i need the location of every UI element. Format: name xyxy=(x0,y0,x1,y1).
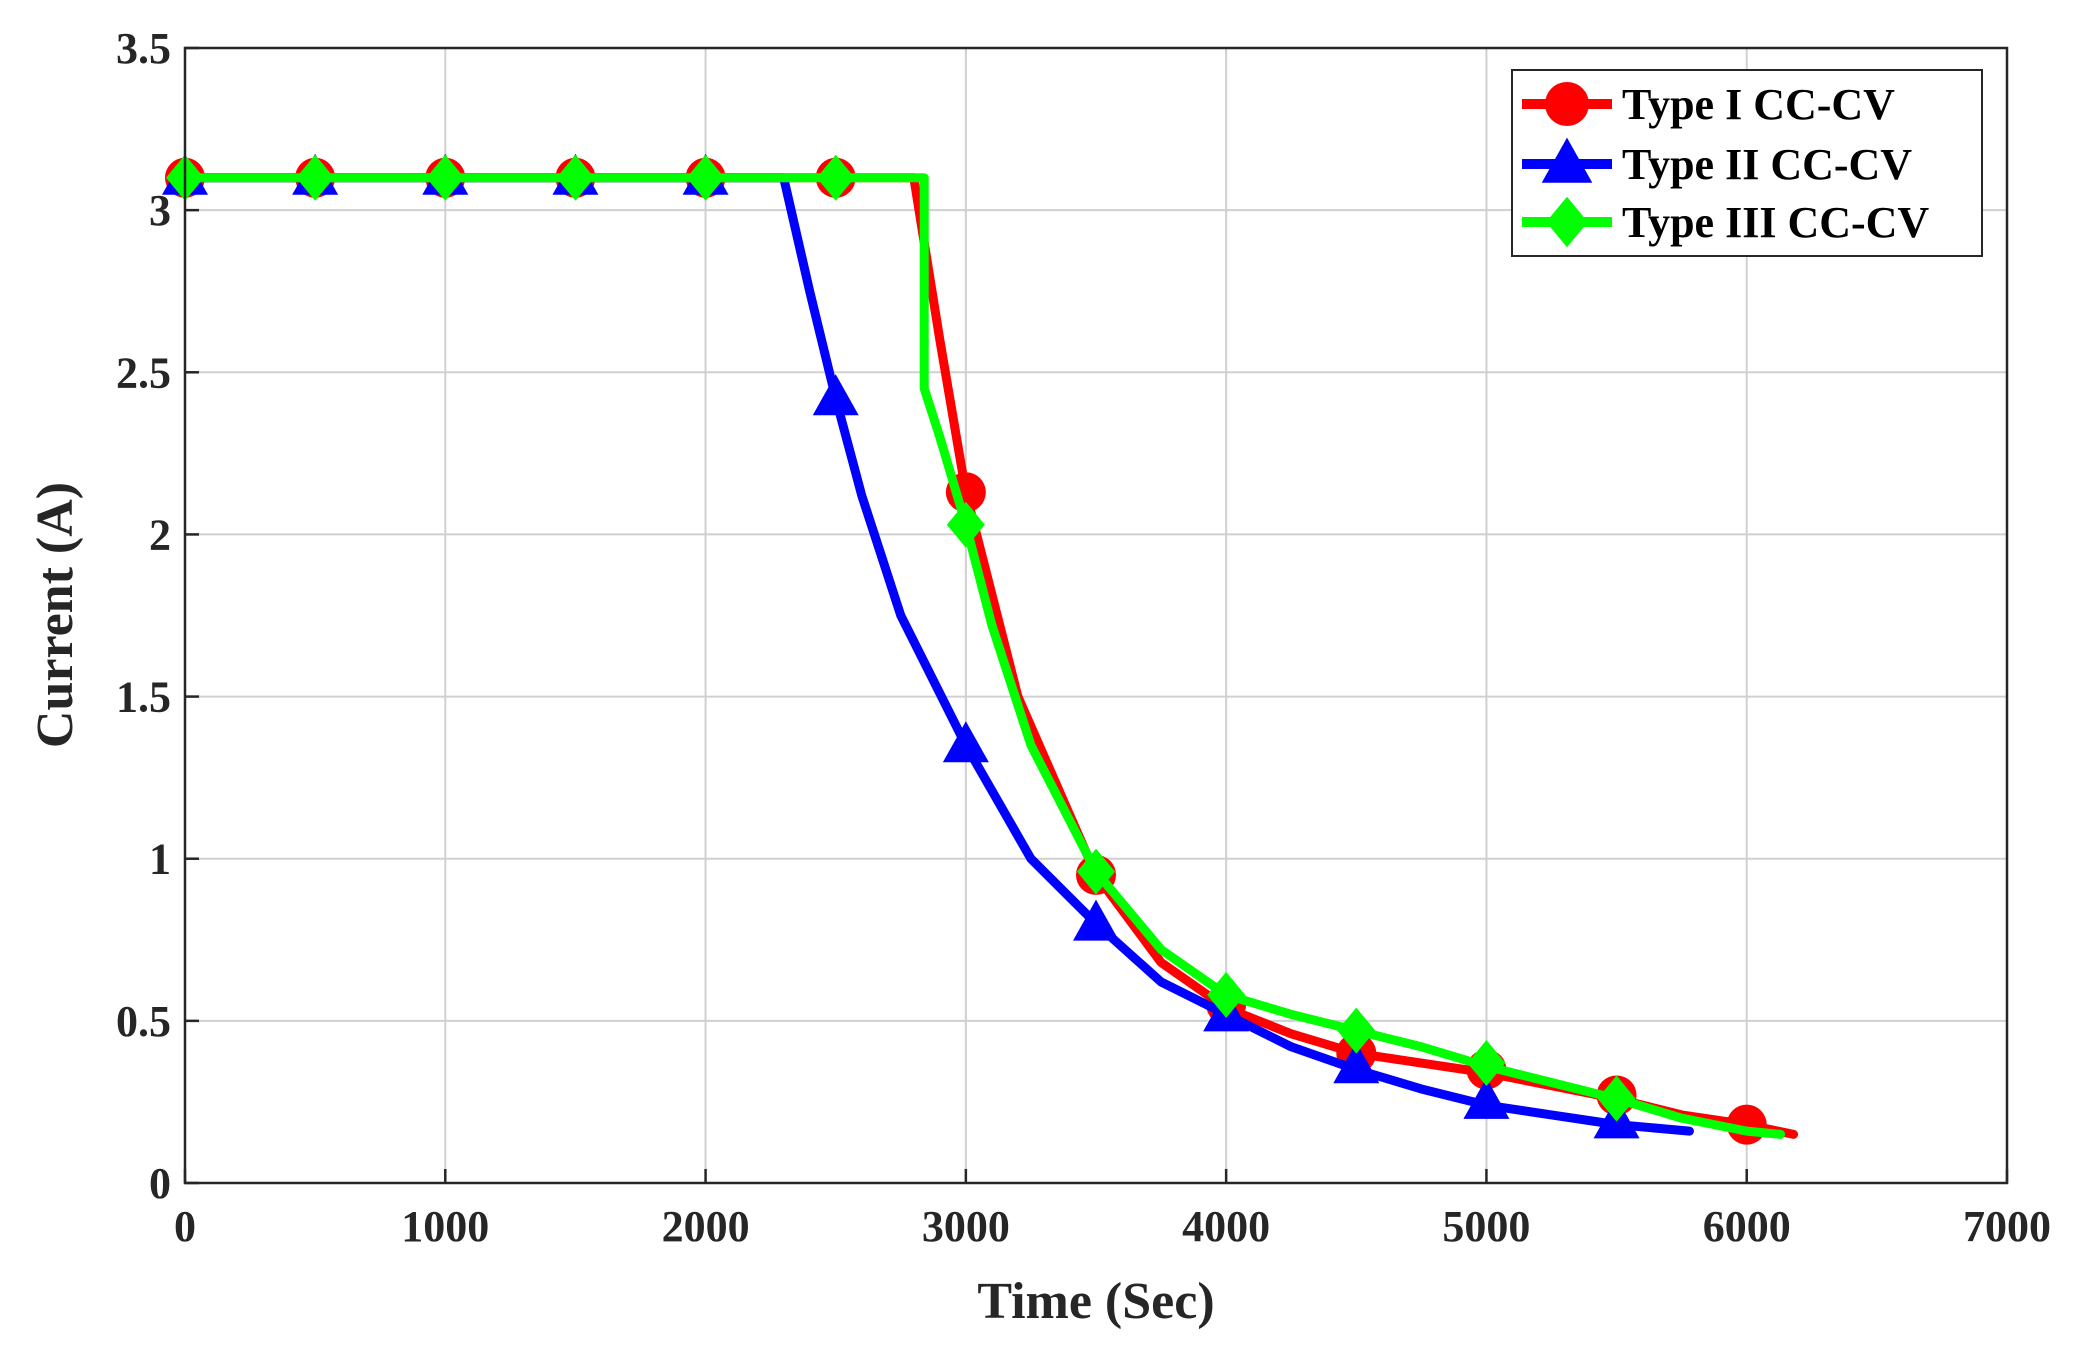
x-tick-labels: 0 1000 2000 3000 4000 5000 6000 7000 xyxy=(174,1169,2051,1251)
data-point xyxy=(1333,1042,1380,1084)
legend-item: Type III CC-CV xyxy=(1522,196,1929,248)
x-tick-label: 3000 xyxy=(922,1202,1010,1251)
plot-border xyxy=(183,46,2009,1185)
legend-marker xyxy=(1545,82,1589,126)
x-tick-label: 0 xyxy=(174,1202,196,1251)
data-point xyxy=(1467,1040,1506,1087)
y-tick-labels: 0 0.5 1 1.5 2 2.5 3 3.5 xyxy=(116,24,199,1208)
x-tick-label: 1000 xyxy=(401,1202,489,1251)
y-tick-label: 1 xyxy=(149,835,171,884)
legend-marker xyxy=(1546,196,1588,248)
legend-item: Type I CC-CV xyxy=(1522,80,1895,129)
data-point xyxy=(686,154,725,201)
x-tick-label: 2000 xyxy=(662,1202,750,1251)
y-tick-label: 3.5 xyxy=(116,24,171,73)
y-tick-label: 3 xyxy=(149,186,171,235)
y-tick-label: 1.5 xyxy=(116,673,171,722)
legend-label: Type I CC-CV xyxy=(1622,80,1895,129)
data-point xyxy=(1337,1007,1376,1054)
legend-item: Type II CC-CV xyxy=(1522,137,1912,189)
x-tick-label: 4000 xyxy=(1182,1202,1270,1251)
x-tick-label: 7000 xyxy=(1963,1202,2051,1251)
series-layer xyxy=(162,153,1799,1145)
legend-marker xyxy=(1541,137,1593,183)
y-tick-label: 0 xyxy=(149,1159,171,1208)
data-point xyxy=(1597,1075,1636,1122)
data-point xyxy=(946,501,985,548)
series-3 xyxy=(166,154,1786,1139)
data-point xyxy=(556,154,595,201)
x-axis-label: Time (Sec) xyxy=(977,1273,1214,1330)
data-point xyxy=(816,154,855,201)
data-point xyxy=(942,721,989,763)
data-point xyxy=(1077,848,1115,895)
y-tick-label: 2.5 xyxy=(116,348,171,397)
data-point xyxy=(812,374,859,416)
legend: Type I CC-CV Type II CC-CV Type III CC-CV xyxy=(1511,69,1983,257)
y-axis-label: Current (A) xyxy=(27,482,84,748)
y-tick-label: 2 xyxy=(149,510,171,559)
x-tick-label: 6000 xyxy=(1703,1202,1791,1251)
data-point xyxy=(426,154,465,201)
data-point xyxy=(1073,899,1119,941)
series-line xyxy=(180,173,1786,1139)
y-tick-label: 0.5 xyxy=(116,997,171,1046)
x-tick-label: 5000 xyxy=(1442,1202,1530,1251)
data-point xyxy=(1207,971,1246,1018)
legend-label: Type III CC-CV xyxy=(1622,198,1929,247)
data-point xyxy=(296,154,335,201)
legend-label: Type II CC-CV xyxy=(1622,140,1912,189)
data-point xyxy=(1463,1077,1510,1119)
